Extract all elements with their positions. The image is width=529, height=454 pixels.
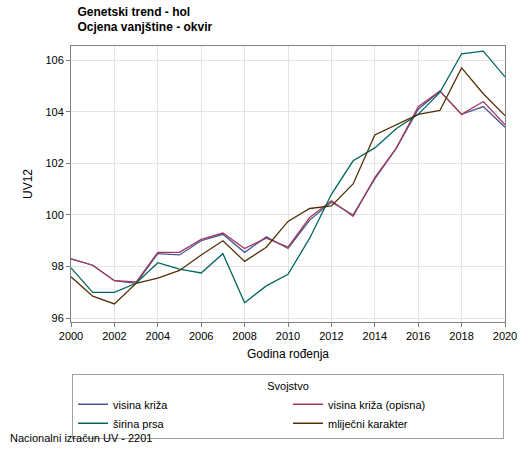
svg-text:2002: 2002	[102, 330, 126, 342]
svg-text:2004: 2004	[146, 330, 170, 342]
svg-text:2000: 2000	[59, 330, 83, 342]
svg-text:visina križa (opisna): visina križa (opisna)	[328, 399, 425, 411]
svg-text:Svojstvo: Svojstvo	[267, 380, 309, 392]
svg-text:98: 98	[52, 260, 64, 272]
svg-text:104: 104	[45, 106, 63, 118]
svg-text:širina prsa: širina prsa	[113, 418, 165, 430]
svg-text:2016: 2016	[406, 330, 430, 342]
svg-text:2014: 2014	[363, 330, 387, 342]
svg-text:2010: 2010	[276, 330, 300, 342]
svg-text:UV12: UV12	[21, 169, 35, 199]
svg-text:visina križa: visina križa	[113, 399, 168, 411]
svg-text:Nacionalni izračun UV - 2201: Nacionalni izračun UV - 2201	[10, 432, 152, 444]
svg-text:Genetski trend - holOcjena van: Genetski trend - holOcjena vanjštine - o…	[78, 5, 213, 35]
svg-text:96: 96	[52, 312, 64, 324]
svg-text:102: 102	[45, 157, 63, 169]
svg-text:2018: 2018	[449, 330, 473, 342]
svg-text:2012: 2012	[319, 330, 343, 342]
svg-text:2008: 2008	[232, 330, 256, 342]
svg-text:mliječni karakter: mliječni karakter	[328, 418, 408, 430]
svg-text:2020: 2020	[493, 330, 517, 342]
svg-text:2006: 2006	[189, 330, 213, 342]
svg-text:106: 106	[45, 54, 63, 66]
svg-text:Godina rođenja: Godina rođenja	[247, 347, 329, 361]
svg-text:100: 100	[45, 209, 63, 221]
